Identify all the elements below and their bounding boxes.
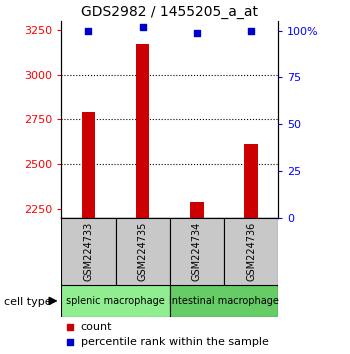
Bar bbox=[61, 218, 116, 285]
Text: intestinal macrophage: intestinal macrophage bbox=[169, 296, 279, 306]
Text: percentile rank within the sample: percentile rank within the sample bbox=[81, 337, 269, 348]
Point bbox=[67, 340, 72, 346]
Bar bbox=[116, 218, 170, 285]
Point bbox=[194, 30, 199, 36]
Bar bbox=[224, 218, 278, 285]
Text: GSM224734: GSM224734 bbox=[192, 222, 202, 281]
Bar bbox=[82, 112, 95, 218]
Point bbox=[67, 324, 72, 329]
Point bbox=[85, 28, 91, 34]
Text: GSM224735: GSM224735 bbox=[138, 222, 148, 281]
Point bbox=[248, 28, 254, 34]
Bar bbox=[190, 202, 204, 218]
Bar bbox=[170, 285, 278, 317]
Text: count: count bbox=[81, 321, 112, 332]
Bar bbox=[136, 45, 149, 218]
Title: GDS2982 / 1455205_a_at: GDS2982 / 1455205_a_at bbox=[81, 5, 258, 19]
Point bbox=[140, 24, 146, 30]
Text: splenic macrophage: splenic macrophage bbox=[66, 296, 165, 306]
Bar bbox=[61, 285, 170, 317]
Bar bbox=[244, 144, 258, 218]
Text: GSM224736: GSM224736 bbox=[246, 222, 256, 281]
Text: cell type: cell type bbox=[4, 297, 51, 307]
Bar bbox=[170, 218, 224, 285]
Text: GSM224733: GSM224733 bbox=[83, 222, 93, 281]
